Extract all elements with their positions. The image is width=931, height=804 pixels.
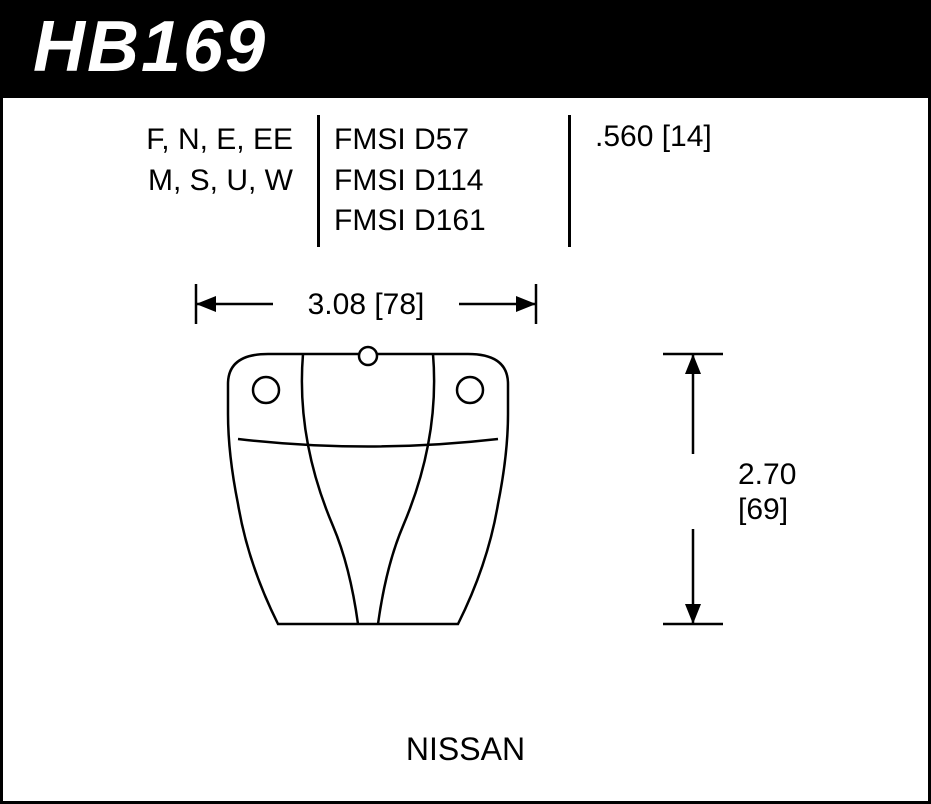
width-label: 3.08 [78] [308, 288, 425, 321]
compounds-column: F, N, E, EE M, S, U, W [3, 120, 303, 201]
compounds-line2: M, S, U, W [3, 161, 293, 202]
height-label2: [69] [738, 493, 788, 526]
diagram-zone: 3.08 [78] 2.70 [69] [3, 264, 928, 784]
diagram-svg: 3.08 [78] 2.70 [69] [3, 264, 931, 784]
height-dimension: 2.70 [69] [663, 354, 796, 624]
hole-left [253, 377, 279, 403]
fmsi-column: FMSI D57 FMSI D114 FMSI D161 [334, 120, 554, 242]
part-number: HB169 [33, 11, 898, 83]
fmsi-2: FMSI D114 [334, 161, 554, 202]
brand-name: NISSAN [3, 731, 928, 768]
compounds-line1: F, N, E, EE [3, 120, 293, 161]
hole-right [457, 377, 483, 403]
width-dimension: 3.08 [78] [196, 284, 536, 324]
vline2 [568, 115, 571, 247]
vline1 [317, 115, 320, 247]
header-band: HB169 [3, 3, 928, 95]
hole-top [359, 347, 377, 365]
fmsi-3: FMSI D161 [334, 201, 554, 242]
spec-sheet: HB169 F, N, E, EE M, S, U, W FMSI D57 FM… [0, 0, 931, 804]
height-label1: 2.70 [738, 458, 796, 491]
thickness-column: .560 [14] [585, 120, 785, 154]
fmsi-1: FMSI D57 [334, 120, 554, 161]
thickness-value: .560 [14] [595, 120, 785, 154]
spec-row: F, N, E, EE M, S, U, W FMSI D57 FMSI D11… [3, 98, 928, 264]
pad-outline [228, 347, 508, 624]
